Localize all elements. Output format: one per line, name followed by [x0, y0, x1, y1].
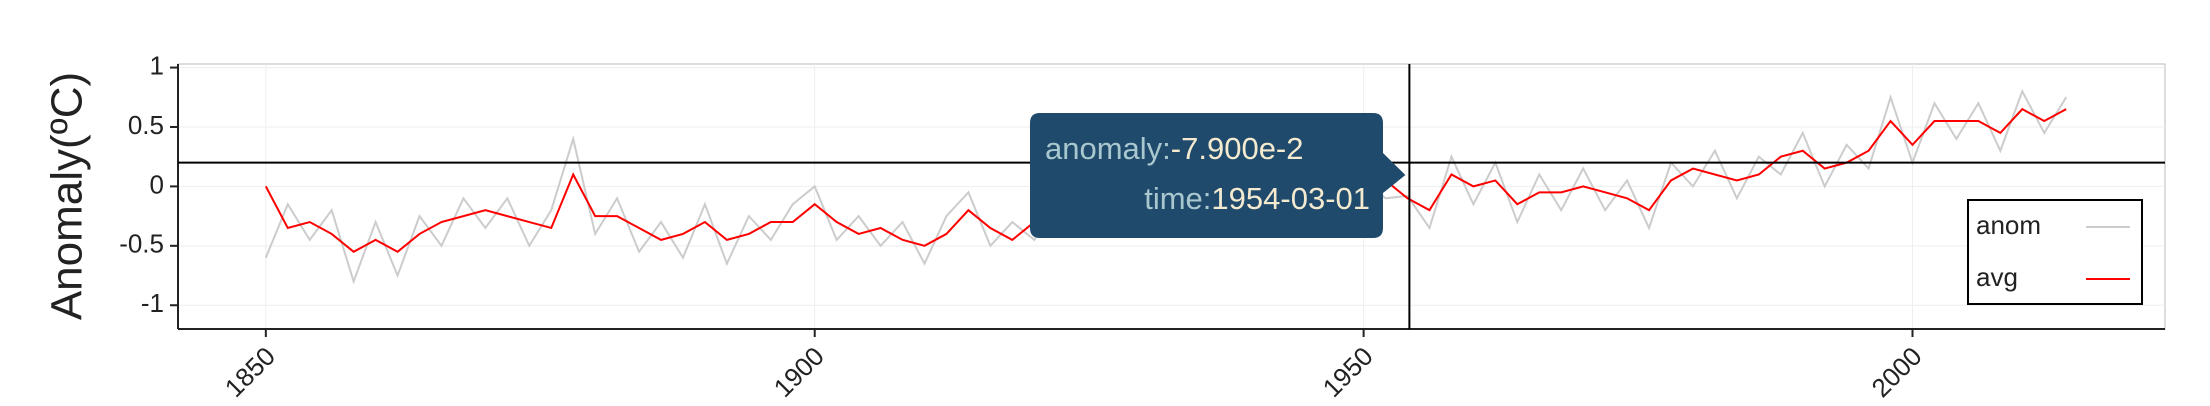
tooltip-row: anomaly:-7.900e-2 [1045, 131, 1304, 166]
tooltip-label: time: [1144, 181, 1211, 216]
y-tick-label: 0.5 [128, 110, 164, 140]
legend-label: avg [1976, 262, 2018, 292]
tooltip-box [1030, 113, 1406, 238]
tooltip-label: anomaly: [1045, 131, 1171, 166]
x-tick-label: 1850 [219, 341, 281, 403]
y-tick-label: 1 [150, 50, 164, 80]
tooltip-value: 1954-03-01 [1211, 181, 1370, 216]
legend-label: anom [1976, 210, 2041, 240]
x-tick-label: 1950 [1317, 341, 1379, 403]
y-axis-label: Anomaly(ºC) [43, 72, 92, 320]
y-tick-label: -1 [141, 288, 164, 318]
tooltip-row: time:1954-03-01 [1144, 181, 1370, 216]
x-tick-label: 1900 [768, 341, 830, 403]
x-tick-label: 2000 [1865, 341, 1927, 403]
y-tick-label: -0.5 [119, 229, 164, 259]
tooltip-value: -7.900e-2 [1171, 131, 1304, 166]
y-tick-label: 0 [150, 169, 164, 199]
legend-box [1967, 199, 2143, 305]
